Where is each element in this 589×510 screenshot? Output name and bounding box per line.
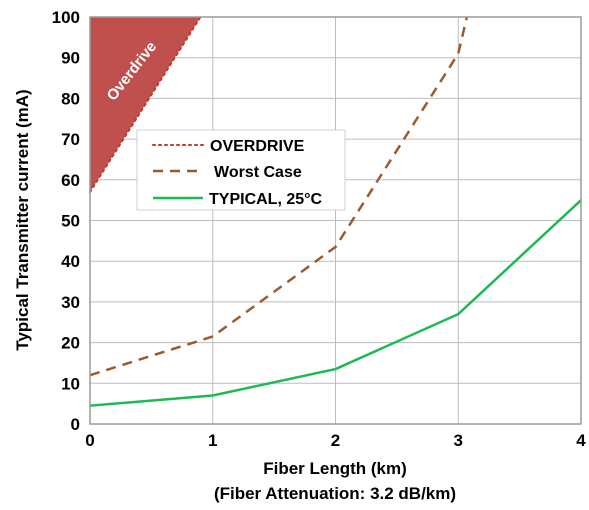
y-tick-label: 90 <box>61 49 80 68</box>
x-tick-label: 1 <box>208 431 217 450</box>
y-tick-label: 40 <box>61 252 80 271</box>
x-tick-label: 4 <box>576 431 586 450</box>
y-tick-label: 0 <box>71 415 80 434</box>
grid <box>89 16 582 425</box>
x-tick-labels: 0 1 2 3 4 <box>85 431 586 450</box>
x-tick-label: 3 <box>454 431 463 450</box>
y-tick-label: 10 <box>61 374 80 393</box>
y-tick-label: 30 <box>61 293 80 312</box>
y-tick-label: 70 <box>61 130 80 149</box>
series-line-typical-25-c <box>89 199 582 407</box>
x-axis-label: Fiber Length (km) <box>263 459 407 478</box>
y-tick-label: 80 <box>61 89 80 108</box>
y-tick-labels: 0 10 20 30 40 50 60 70 80 90 100 <box>52 8 80 434</box>
y-axis-label: Typical Transmitter current (mA) <box>13 89 32 350</box>
legend-label-typical: TYPICAL, 25°C <box>209 191 323 208</box>
y-tick-label: 100 <box>52 8 80 27</box>
series-layer <box>89 16 582 407</box>
series-line-worst-case <box>89 16 469 377</box>
legend-label-worst-case: Worst Case <box>214 164 302 181</box>
y-tick-label: 50 <box>61 212 80 231</box>
y-tick-label: 60 <box>61 171 80 190</box>
x-tick-label: 0 <box>85 431 94 450</box>
series-line-overdrive <box>89 16 202 194</box>
x-tick-label: 2 <box>331 431 340 450</box>
y-tick-label: 20 <box>61 334 80 353</box>
legend-label-overdrive: OVERDRIVE <box>210 138 305 155</box>
x-axis-sublabel: (Fiber Attenuation: 3.2 dB/km) <box>214 484 456 503</box>
plot-frame <box>89 16 582 425</box>
legend: OVERDRIVE Worst Case TYPICAL, 25°C <box>136 129 346 211</box>
